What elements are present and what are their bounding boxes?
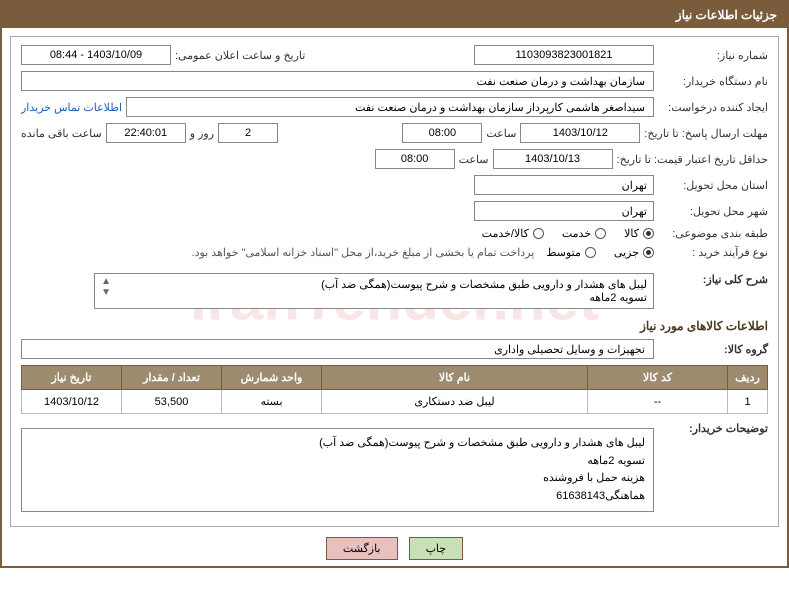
category-option[interactable]: کالا [624,227,654,240]
field-goods-group: تجهیزات و وسایل تحصیلی واداری [21,339,654,359]
purchase-option[interactable]: متوسط [546,246,596,259]
field-resp-time: 08:00 [402,123,482,143]
radio-icon [643,247,654,258]
table-header: کد کالا [588,366,728,390]
radio-label: کالا/خدمت [482,227,529,240]
radio-label: متوسط [546,246,581,259]
table-cell: -- [588,390,728,414]
field-buyer-org: سازمان بهداشت و درمان صنعت نفت [21,71,654,91]
label-buyer-notes: توضیحات خریدار: [658,422,768,435]
table-header: واحد شمارش [222,366,322,390]
label-time-1: ساعت [486,127,516,140]
buyer-note-line: لیبل های هشدار و دارویی طبق مشخصات و شرح… [30,435,645,453]
goods-table: ردیفکد کالانام کالاواحد شمارشتعداد / مقد… [21,365,768,414]
field-announce-dt: 1403/10/09 - 08:44 [21,45,171,65]
label-time-2: ساعت [459,153,489,166]
radio-icon [595,228,606,239]
purchase-option[interactable]: جزیی [614,246,654,259]
label-goods-group: گروه کالا: [658,343,768,356]
field-requester: سیداصغر هاشمی کارپرداز سازمان بهداشت و د… [126,97,654,117]
label-price-validity: حداقل تاریخ اعتبار قیمت: تا تاریخ: [617,153,768,166]
main-frame: جزئیات اطلاعات نیاز شماره نیاز: 11030938… [0,0,789,568]
table-row: 1--لیبل ضد دستکاریبسته53,5001403/10/12 [22,390,768,414]
section-goods-title: اطلاعات کالاهای مورد نیاز [21,319,768,333]
table-header: ردیف [728,366,768,390]
label-province: استان محل تحویل: [658,179,768,192]
purchase-note: پرداخت تمام یا بخشی از مبلغ خرید،از محل … [192,246,535,259]
label-purchase-type: نوع فرآیند خرید : [658,246,768,259]
label-requester: ایجاد کننده درخواست: [658,101,768,114]
radio-label: کالا [624,227,639,240]
title-bar: جزئیات اطلاعات نیاز [2,2,787,28]
radio-icon [643,228,654,239]
radio-icon [585,247,596,258]
category-radio-group: کالا خدمت کالا/خدمت [482,227,654,240]
field-days-remaining: 2 [218,123,278,143]
scroll-arrow-icon: ▲▼ [97,276,111,298]
need-desc-textarea[interactable]: ▲▼ لیبل های هشدار و دارویی طبق مشخصات و … [94,273,654,309]
label-category: طبقه بندی موضوعی: [658,227,768,240]
label-announce-dt: تاریخ و ساعت اعلان عمومی: [175,49,305,62]
table-header: تاریخ نیاز [22,366,122,390]
field-province: تهران [474,175,654,195]
table-header: نام کالا [322,366,588,390]
table-header: تعداد / مقدار [122,366,222,390]
field-price-date: 1403/10/13 [493,149,613,169]
print-button[interactable]: چاپ [409,537,464,560]
label-need-no: شماره نیاز: [658,49,768,62]
category-option[interactable]: خدمت [562,227,606,240]
radio-label: جزیی [614,246,639,259]
label-time-remaining: ساعت باقی مانده [21,127,102,140]
buyer-notes-box: لیبل های هشدار و دارویی طبق مشخصات و شرح… [21,428,654,512]
label-buyer-org: نام دستگاه خریدار: [658,75,768,88]
buyer-contact-link[interactable]: اطلاعات تماس خریدار [21,101,122,114]
label-city: شهر محل تحویل: [658,205,768,218]
purchase-radio-group: جزیی متوسط [546,246,654,259]
back-button[interactable]: بازگشت [326,537,398,560]
field-need-no: 1103093823001821 [474,45,654,65]
buyer-note-line: هزینه حمل با فروشنده [30,470,645,488]
button-row: چاپ بازگشت [2,537,787,560]
field-resp-date: 1403/10/12 [520,123,640,143]
field-city: تهران [474,201,654,221]
need-desc-line: لیبل های هشدار و دارویی طبق مشخصات و شرح… [101,278,647,291]
buyer-note-line: هماهنگی61638143 [30,488,645,506]
label-response-deadline: مهلت ارسال پاسخ: تا تاریخ: [644,127,768,140]
details-panel: شماره نیاز: 1103093823001821 تاریخ و ساع… [10,36,779,527]
field-price-time: 08:00 [375,149,455,169]
radio-label: خدمت [562,227,591,240]
label-day-and: روز و [190,127,214,140]
table-cell: 1 [728,390,768,414]
table-cell: لیبل ضد دستکاری [322,390,588,414]
label-need-desc: شرح کلی نیاز: [658,273,768,286]
table-cell: بسته [222,390,322,414]
field-countdown: 22:40:01 [106,123,186,143]
table-cell: 1403/10/12 [22,390,122,414]
need-desc-line: تسویه 2ماهه [101,291,647,304]
category-option[interactable]: کالا/خدمت [482,227,544,240]
table-cell: 53,500 [122,390,222,414]
buyer-note-line: تسویه 2ماهه [30,453,645,471]
radio-icon [533,228,544,239]
